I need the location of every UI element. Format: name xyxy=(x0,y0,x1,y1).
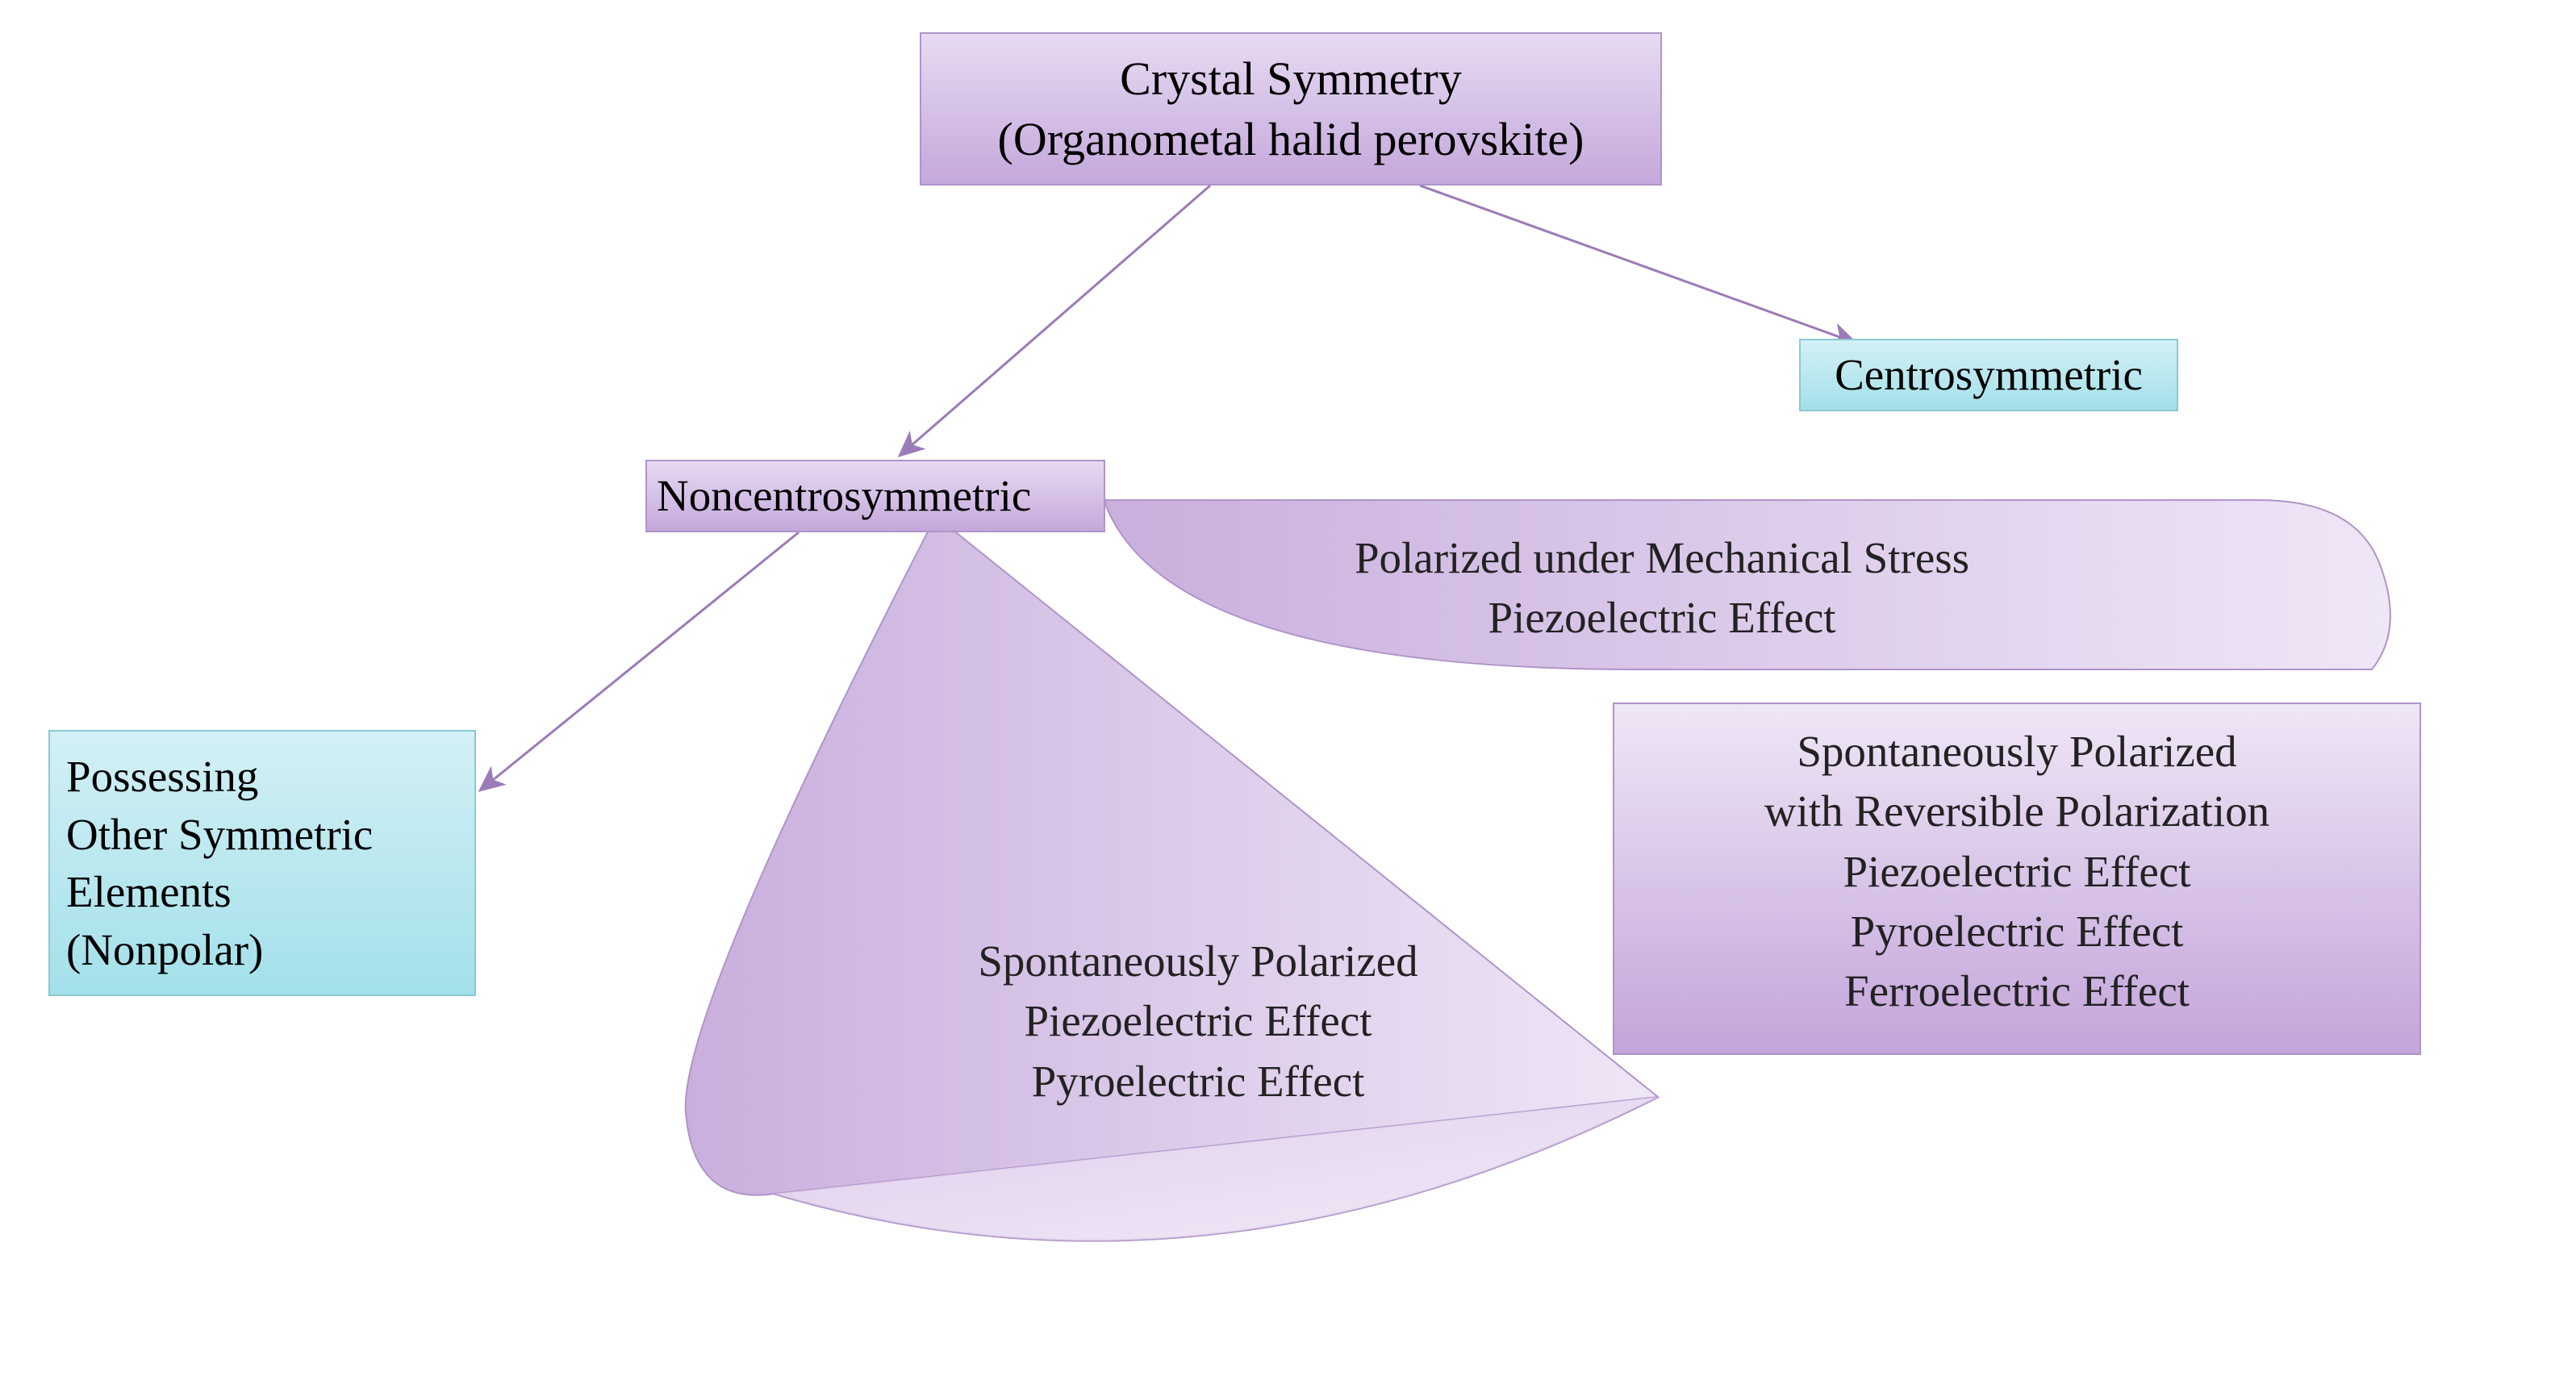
ferro-text: Spontaneously Polarized with Reversible … xyxy=(1654,722,2380,1021)
ferro-line4: Pyroelectric Effect xyxy=(1654,902,2380,961)
piezo-stress-line1: Polarized under Mechanical Stress xyxy=(1275,528,2049,588)
pyro-line3: Pyroelectric Effect xyxy=(847,1052,1549,1111)
node-nonpolar: Possessing Other Symmetric Elements (Non… xyxy=(48,730,476,996)
ferro-line3: Piezoelectric Effect xyxy=(1654,842,2380,902)
pyro-line1: Spontaneously Polarized xyxy=(847,932,1549,991)
root-crystal-symmetry: Crystal Symmetry (Organometal halid pero… xyxy=(920,32,1662,186)
pyro-line2: Piezoelectric Effect xyxy=(847,991,1549,1051)
root-line1: Crystal Symmetry xyxy=(1120,48,1462,109)
arrow-root-to-centro xyxy=(1420,186,1856,343)
root-line2: (Organometal halid perovskite) xyxy=(998,109,1584,169)
node-noncentrosymmetric: Noncentrosymmetric xyxy=(645,460,1105,532)
ferro-line1: Spontaneously Polarized xyxy=(1654,722,2380,782)
pyro-text: Spontaneously Polarized Piezoelectric Ef… xyxy=(847,932,1549,1111)
ferro-line5: Ferroelectric Effect xyxy=(1654,961,2380,1021)
crystal-symmetry-diagram: Crystal Symmetry (Organometal halid pero… xyxy=(0,0,2576,1376)
nonpolar-line2: Other Symmetric xyxy=(66,806,373,864)
piezo-stress-text: Polarized under Mechanical Stress Piezoe… xyxy=(1275,528,2049,648)
nonpolar-line1: Possessing xyxy=(66,748,258,806)
piezo-stress-line2: Piezoelectric Effect xyxy=(1275,588,2049,648)
diagram-arrows-layer xyxy=(0,0,2576,1376)
diagram-shapes-layer xyxy=(0,0,2576,1376)
arrow-root-to-noncentro xyxy=(900,186,1210,456)
nonpolar-line4: (Nonpolar) xyxy=(66,921,263,979)
noncentro-label: Noncentrosymmetric xyxy=(657,467,1031,525)
arrow-noncentro-to-nonpolar xyxy=(480,532,799,790)
ferro-line2: with Reversible Polarization xyxy=(1654,782,2380,841)
nonpolar-line3: Elements xyxy=(66,863,232,921)
centro-label: Centrosymmetric xyxy=(1835,346,2143,404)
node-centrosymmetric: Centrosymmetric xyxy=(1799,339,2178,411)
